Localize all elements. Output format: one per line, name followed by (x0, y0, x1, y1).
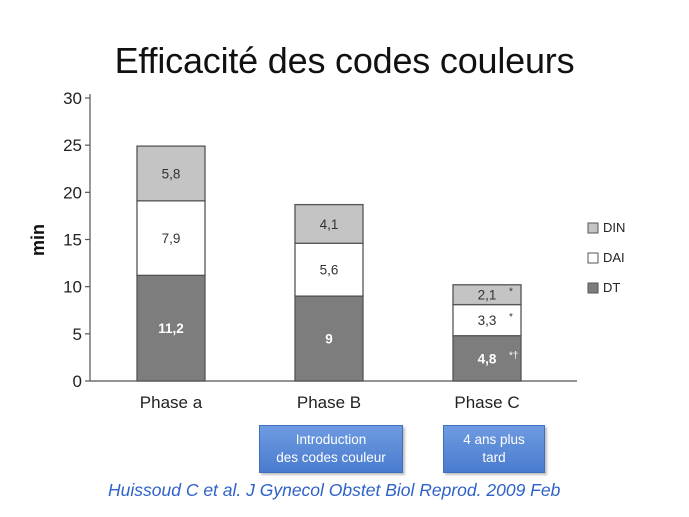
data-label-din-1: 5,8 (162, 166, 181, 181)
note-four-years-line1: 4 ans plus (463, 432, 525, 447)
x-tick-label: Phase B (297, 393, 361, 412)
y-tick-label: 10 (63, 278, 82, 297)
data-label-dai-1: 7,9 (162, 231, 181, 246)
data-label-dai-2: 5,6 (320, 263, 339, 278)
y-axis-label: min (28, 224, 48, 256)
x-tick-label: Phase C (454, 393, 519, 412)
y-tick-label: 30 (63, 89, 82, 108)
legend-swatch-din (587, 222, 599, 234)
slide-title: Efficacité des codes couleurs (114, 40, 575, 81)
note-introduction-line2: des codes couleur (276, 450, 386, 465)
citation: Huissoud C et al. J Gynecol Obstet Biol … (108, 480, 561, 500)
legend-label-din: DIN (603, 220, 625, 235)
significance-marker-din-3: * (509, 287, 513, 298)
y-tick-label: 5 (73, 325, 82, 344)
significance-marker-dai-3: * (509, 312, 513, 323)
note-four-years-box: 4 ans plus tard (443, 425, 545, 473)
bar-segment-dt-1 (136, 274, 206, 382)
y-tick-label: 25 (63, 136, 82, 155)
y-tick-label: 15 (63, 231, 82, 250)
bar-segment-dt-3 (452, 335, 522, 382)
bar-segment-din-3 (452, 284, 522, 306)
stacked-bar-chart: 0 5 10 15 20 25 30 min 11,2 7,9 5,8 Phase a 9 5,6 4,1 P… (28, 89, 625, 412)
y-tick-label: 20 (63, 183, 82, 202)
legend-label-dai: DAI (603, 250, 625, 265)
data-label-din-3: 2,1 (478, 288, 497, 303)
data-label-dt-1: 11,2 (158, 321, 184, 336)
y-tick-label: 0 (73, 372, 82, 391)
x-tick-label: Phase a (140, 393, 203, 412)
legend-swatch-dai (587, 252, 599, 264)
note-four-years-line2: tard (482, 450, 506, 465)
data-label-dai-3: 3,3 (478, 313, 497, 328)
bar-segment-dai-2 (294, 242, 364, 297)
bar-segment-dai-3 (452, 303, 522, 337)
data-label-dt-2: 9 (325, 332, 333, 347)
legend-label-dt: DT (603, 280, 620, 295)
data-label-dt-3: 4,8 (478, 351, 497, 366)
bar-segment-din-1 (136, 145, 206, 202)
data-label-din-2: 4,1 (320, 217, 339, 232)
note-introduction-box: Introduction des codes couleur (259, 425, 403, 473)
legend-swatch-dt (587, 282, 599, 294)
bar-segment-din-2 (294, 203, 364, 244)
note-introduction-line1: Introduction (295, 432, 367, 447)
significance-marker-dt-3: *† (509, 350, 518, 361)
